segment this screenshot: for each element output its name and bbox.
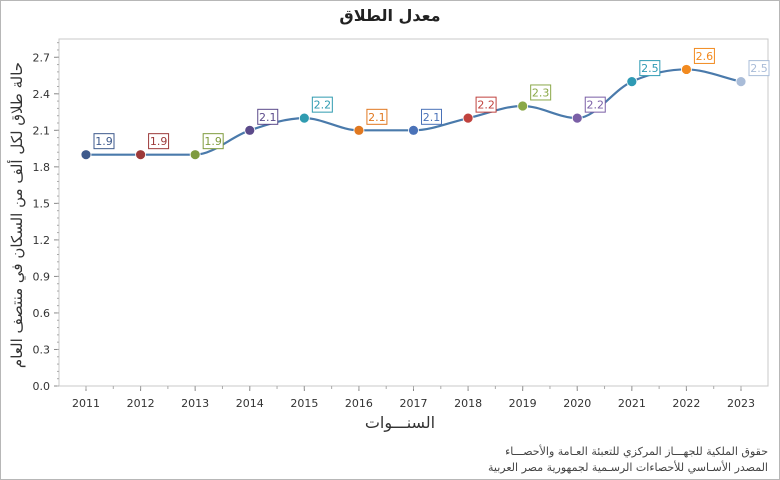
data-label-box — [311, 96, 333, 113]
source-note: المصدر الأسـاسي للأحصاءات الرسـمية لجمهو… — [488, 461, 768, 474]
data-label-box — [748, 60, 770, 77]
y-tick-label: 0.6 — [33, 307, 51, 320]
data-point — [244, 124, 256, 136]
x-tick-label: 2018 — [454, 397, 482, 410]
data-point — [735, 76, 747, 88]
y-tick-label: 1.5 — [33, 197, 51, 210]
y-tick-label: 2.4 — [33, 88, 51, 101]
chart-title: معدل الطلاق — [339, 6, 441, 25]
x-tick-label: 2012 — [127, 397, 155, 410]
data-point — [626, 76, 638, 88]
y-tick-label: 1.8 — [33, 161, 51, 174]
data-label: 2.5 — [750, 62, 768, 75]
series-line — [86, 68, 742, 156]
data-point — [571, 112, 583, 124]
y-tick-label: 0.0 — [33, 380, 51, 393]
data-label: 2.1 — [259, 111, 277, 124]
data-label: 2.3 — [532, 86, 550, 99]
data-label-box — [639, 60, 661, 77]
y-tick-label: 2.1 — [33, 124, 51, 137]
x-tick-label: 2019 — [509, 397, 537, 410]
data-point — [135, 149, 146, 161]
data-label-box — [148, 133, 170, 150]
x-tick-label: 2020 — [563, 397, 591, 410]
data-label: 2.1 — [423, 111, 441, 124]
data-label: 2.5 — [641, 62, 659, 75]
data-point — [681, 64, 692, 75]
data-label-box — [530, 84, 552, 101]
plot-area — [58, 38, 769, 387]
data-label: 2.1 — [368, 111, 386, 124]
data-label-box — [202, 133, 224, 150]
data-label-box — [257, 108, 279, 125]
data-label-box — [93, 133, 115, 150]
data-label: 2.2 — [587, 99, 605, 112]
data-label-box — [366, 108, 388, 125]
x-tick-label: 2016 — [345, 397, 373, 410]
y-tick-label: 1.2 — [33, 234, 51, 247]
x-tick-label: 2017 — [400, 397, 428, 410]
data-point — [353, 124, 365, 136]
x-tick-label: 2022 — [672, 397, 700, 410]
x-tick-label: 2011 — [72, 397, 100, 410]
y-tick-label: 0.3 — [33, 343, 51, 356]
data-point — [462, 112, 474, 124]
data-label: 2.2 — [314, 99, 332, 112]
data-label-box — [693, 47, 715, 64]
x-tick-label: 2023 — [727, 397, 755, 410]
copyright-note: حقوق الملكية للجهـــاز المركزي للتعبئة ا… — [505, 445, 768, 458]
x-tick-label: 2013 — [181, 397, 209, 410]
data-label-box — [421, 108, 442, 125]
y-axis-label: حالة طلاق لكل ألف من السكان في منتصف الع… — [8, 61, 26, 369]
y-tick-label: 0.9 — [33, 270, 51, 283]
x-tick-label: 2021 — [618, 397, 646, 410]
x-tick-label: 2015 — [290, 397, 318, 410]
data-point — [189, 149, 201, 161]
data-point — [408, 124, 419, 136]
data-label: 2.2 — [477, 99, 495, 112]
data-label-box — [584, 96, 606, 113]
data-label-box — [475, 96, 497, 113]
data-point — [298, 112, 310, 124]
y-tick-label: 2.7 — [33, 51, 51, 64]
x-tick-label: 2014 — [236, 397, 264, 410]
data-point — [517, 100, 529, 112]
data-label: 1.9 — [95, 135, 113, 148]
x-axis-label: السنـــوات — [364, 413, 436, 432]
data-label: 1.9 — [150, 135, 168, 148]
data-point — [80, 149, 92, 161]
data-label: 2.6 — [696, 50, 714, 63]
data-label: 1.9 — [204, 135, 222, 148]
